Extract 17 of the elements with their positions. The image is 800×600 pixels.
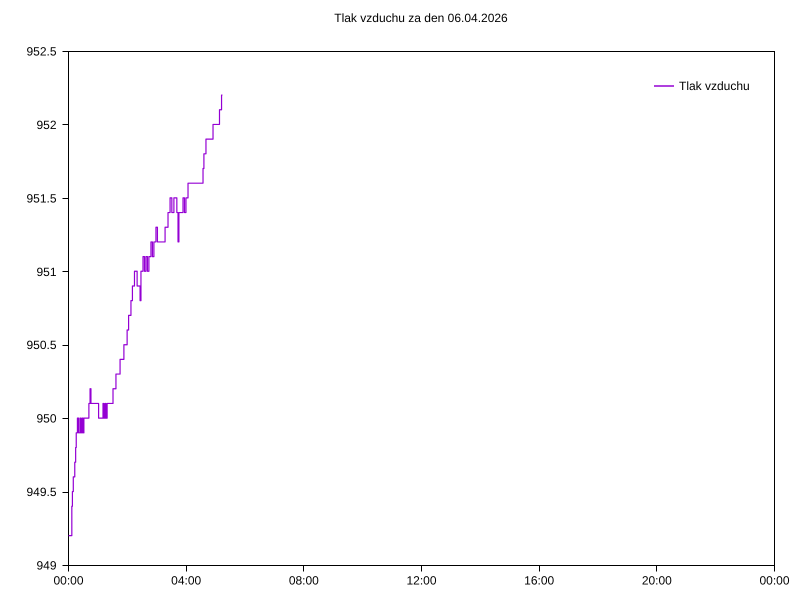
y-tick-label: 950.5: [26, 338, 57, 352]
y-tick-label: 951.5: [26, 191, 57, 206]
x-tick-label: 20:00: [642, 574, 672, 588]
y-tick-label: 949: [36, 558, 57, 572]
x-tick-label: 00:00: [759, 574, 790, 588]
x-tick-label: 08:00: [288, 574, 320, 588]
y-tick-label: 950: [36, 412, 57, 426]
y-tick-label: 949.5: [26, 485, 57, 500]
chart-title: Tlak vzduchu za den 06.04.2026: [334, 11, 508, 25]
x-tick-label: 12:00: [406, 574, 437, 588]
x-tick-label: 04:00: [171, 574, 202, 588]
y-tick-label: 951: [36, 264, 57, 279]
x-tick-label: 16:00: [524, 574, 555, 588]
y-tick-label: 952.5: [26, 44, 57, 58]
x-tick-label: 00:00: [53, 574, 84, 588]
legend-label: Tlak vzduchu: [679, 79, 750, 93]
y-tick-label: 952: [36, 118, 57, 132]
